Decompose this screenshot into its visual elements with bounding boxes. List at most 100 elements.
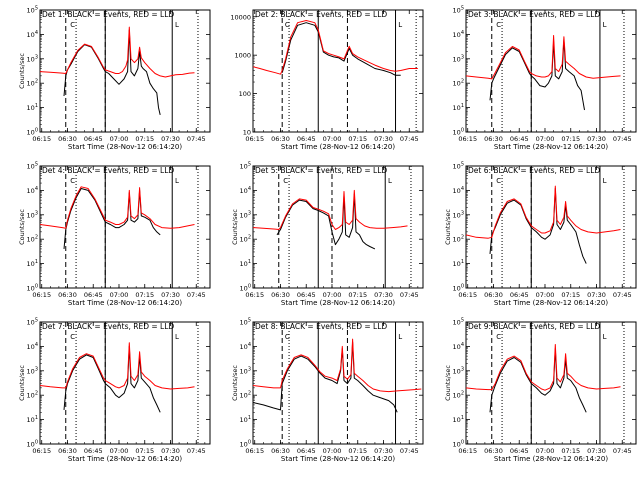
x-tick-label: 07:15: [561, 291, 580, 299]
y-tick-label: 104: [27, 186, 38, 195]
marker-label: L: [603, 21, 607, 29]
x-tick-label: 06:30: [484, 291, 503, 299]
y-tick-label: 103: [240, 366, 251, 375]
plot-frame: [252, 9, 424, 133]
y-tick-label: 101: [27, 415, 38, 424]
panel-det-2: Det 2: BLACK = Events, RED = LLD 06:15 06:…: [230, 9, 424, 151]
x-tick-label: 07:45: [613, 135, 632, 143]
y-tick-label: 104: [240, 342, 251, 351]
y-tick-label: 105: [240, 162, 251, 171]
x-tick-label: 06:45: [510, 447, 529, 455]
marker-label: C: [496, 333, 501, 341]
plot-frame: [252, 321, 424, 445]
x-tick-label: 07:30: [587, 135, 606, 143]
x-tick-label: 07:45: [613, 447, 632, 455]
x-tick-label: 07:00: [536, 447, 555, 455]
x-tick-label: 07:00: [536, 291, 555, 299]
panel-title: Det 3: BLACK = Events, RED = LLD: [468, 10, 600, 19]
series-line-lld: [465, 185, 621, 239]
series-line-lld: [465, 35, 621, 80]
y-tick-label: 104: [453, 342, 464, 351]
series-line-lld: [252, 189, 408, 230]
marker-label: C: [496, 21, 501, 29]
x-tick-label: 06:30: [484, 135, 503, 143]
marker-label: L: [603, 333, 607, 341]
x-axis-label: Start Time (28-Nov-12 06:14:20): [68, 299, 182, 307]
x-tick-label: 06:15: [245, 291, 264, 299]
marker-label: L: [388, 177, 392, 185]
series-line-lld: [252, 20, 418, 75]
y-tick-label: 104: [27, 30, 38, 39]
x-tick-label: 07:30: [587, 447, 606, 455]
x-tick-label: 07:00: [323, 291, 342, 299]
x-tick-label: 06:30: [271, 291, 290, 299]
series-line-lld: [465, 344, 621, 391]
y-tick-label: 10000: [230, 13, 251, 21]
y-tick-label: 105: [453, 162, 464, 171]
plot-frame: [465, 165, 637, 289]
y-tick-label: 103: [240, 210, 251, 219]
x-tick-label: 07:00: [110, 135, 129, 143]
y-tick-label: 102: [453, 391, 464, 400]
x-tick-label: 06:15: [245, 135, 264, 143]
x-axis-label: Start Time (28-Nov-12 06:14:20): [68, 143, 182, 151]
marker-label: C: [285, 333, 290, 341]
panel-title: Det 2: BLACK = Events, RED = LLD: [255, 10, 387, 19]
y-axis-label: Counts/sec: [18, 365, 26, 401]
x-tick-label: 07:45: [400, 447, 419, 455]
y-axis-label: Counts/sec: [444, 209, 452, 245]
y-tick-label: 104: [27, 342, 38, 351]
marker-label: C: [496, 177, 501, 185]
series-line-lld: [39, 186, 195, 229]
x-tick-label: 06:15: [32, 447, 51, 455]
x-tick-label: 07:30: [161, 135, 180, 143]
x-tick-label: 06:15: [458, 447, 477, 455]
x-axis-label: Start Time (28-Nov-12 06:14:20): [281, 299, 395, 307]
y-tick-label: 103: [453, 366, 464, 375]
x-axis-label: Start Time (28-Nov-12 06:14:20): [281, 455, 395, 463]
y-tick-label: 102: [27, 235, 38, 244]
x-tick-label: 07:15: [561, 135, 580, 143]
y-tick-label: 104: [453, 30, 464, 39]
marker-label: C: [70, 177, 75, 185]
x-tick-label: 07:30: [374, 291, 393, 299]
x-tick-label: 07:15: [348, 447, 367, 455]
panel-det-8: Det 8: BLACK = Events, RED = LLD 06:15 06:…: [231, 318, 424, 463]
x-tick-label: 07:15: [561, 447, 580, 455]
x-tick-label: 07:30: [374, 135, 393, 143]
series-line-events: [63, 345, 161, 413]
x-tick-label: 06:45: [84, 135, 103, 143]
x-tick-label: 07:15: [135, 291, 154, 299]
y-tick-label: 100: [239, 90, 251, 98]
plot-frame: [252, 165, 424, 289]
marker-label: L: [398, 333, 402, 341]
x-axis-label: Start Time (28-Nov-12 06:14:20): [494, 455, 608, 463]
marker-label: L: [603, 177, 607, 185]
y-tick-label: 103: [453, 54, 464, 63]
y-tick-label: 100: [240, 284, 251, 293]
y-tick-label: 102: [453, 235, 464, 244]
x-tick-label: 07:45: [187, 447, 206, 455]
x-tick-label: 07:45: [187, 135, 206, 143]
y-tick-label: 105: [27, 6, 38, 15]
x-tick-label: 06:30: [484, 447, 503, 455]
y-tick-label: 102: [240, 235, 251, 244]
x-tick-label: 06:45: [510, 291, 529, 299]
x-tick-label: 07:45: [400, 291, 419, 299]
series-line-events: [281, 22, 401, 76]
y-tick-label: 103: [453, 210, 464, 219]
x-axis-label: Start Time (28-Nov-12 06:14:20): [281, 143, 395, 151]
x-tick-label: 07:45: [613, 291, 632, 299]
marker-label: C: [70, 333, 75, 341]
plot-frame: [465, 9, 637, 133]
marker-label: C: [70, 21, 75, 29]
panel-det-4: Det 4: BLACK = Events, RED = LLD 06:15 06:…: [18, 162, 211, 307]
series-line-events: [63, 188, 161, 249]
marker-label: C: [285, 21, 290, 29]
y-tick-label: 1000: [234, 52, 251, 60]
x-tick-label: 06:45: [297, 291, 316, 299]
panel-det-7: Det 7: BLACK = Events, RED = LLD 06:15 06:…: [18, 318, 211, 463]
x-tick-label: 06:30: [271, 135, 290, 143]
x-tick-label: 07:00: [536, 135, 555, 143]
